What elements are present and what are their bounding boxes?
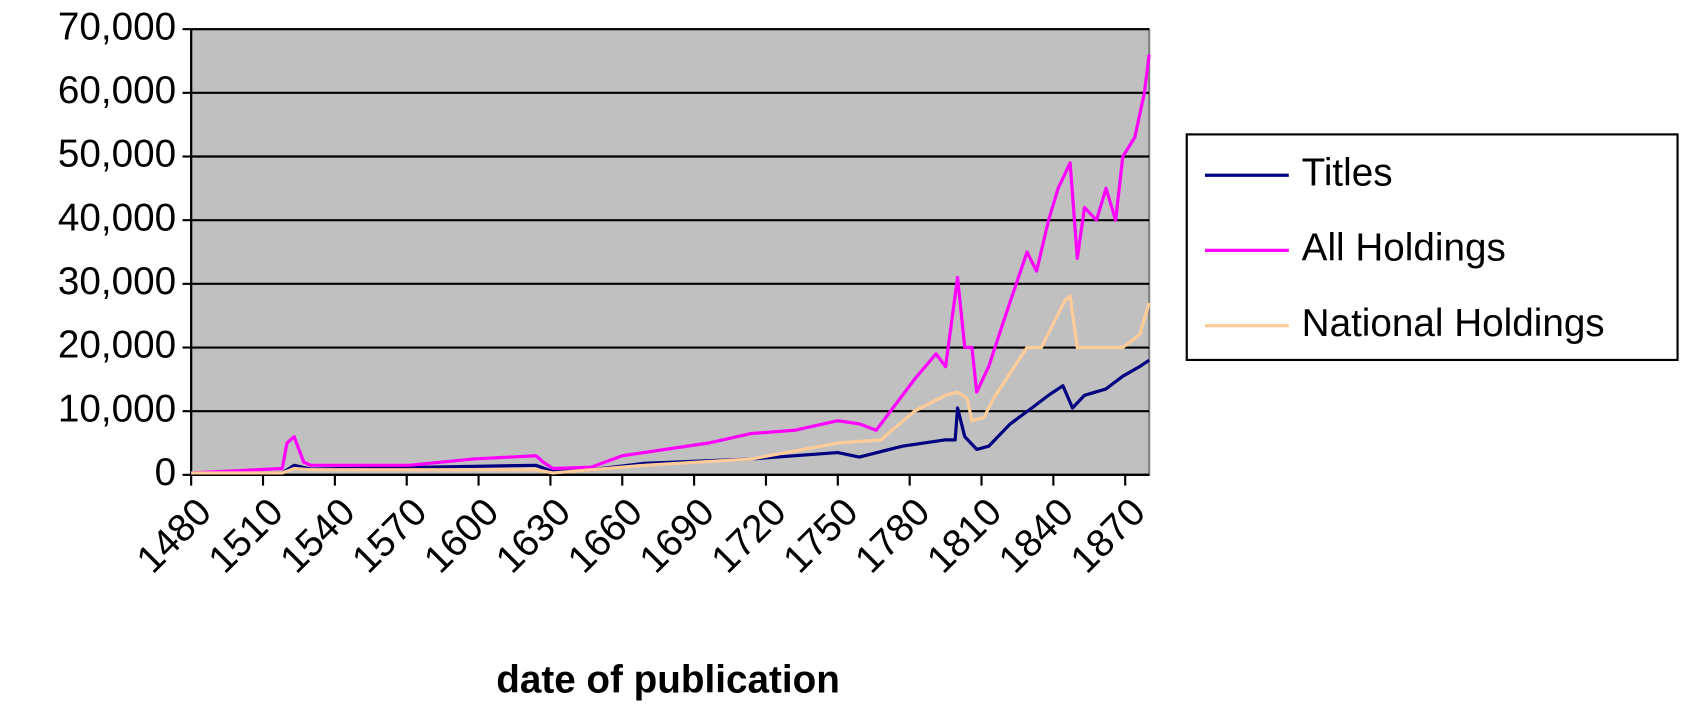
- legend-label: Titles: [1302, 151, 1393, 194]
- x-tick-label: 1750: [775, 490, 866, 581]
- x-tick-label: 1600: [416, 490, 507, 581]
- x-tick-label: 1780: [847, 490, 938, 581]
- y-tick-label: 10,000: [58, 387, 176, 430]
- x-tick-label: 1870: [1063, 490, 1154, 581]
- x-tick-label: 1840: [991, 490, 1082, 581]
- x-tick-label: 1570: [344, 490, 435, 581]
- x-tick-label: 1720: [703, 490, 794, 581]
- x-tick-label: 1630: [488, 490, 579, 581]
- x-tick-label: 1480: [129, 490, 220, 581]
- x-tick-label: 1540: [272, 490, 363, 581]
- y-tick-label: 70,000: [58, 5, 176, 48]
- x-tick-label: 1690: [632, 490, 723, 581]
- y-tick-label: 60,000: [58, 69, 176, 112]
- legend-label: National Holdings: [1302, 302, 1605, 345]
- y-tick-label: 20,000: [58, 324, 176, 367]
- y-tick-label: 40,000: [58, 196, 176, 239]
- legend-label: All Holdings: [1302, 227, 1506, 270]
- series-line: [191, 294, 1151, 475]
- series-line: [191, 358, 1151, 475]
- y-tick-label: 50,000: [58, 133, 176, 176]
- y-tick-label: 0: [155, 451, 177, 494]
- y-tick-label: 30,000: [58, 260, 176, 303]
- series-line: [191, 54, 1151, 475]
- x-tick-label: 1660: [560, 490, 651, 581]
- x-tick-label: 1510: [200, 490, 291, 581]
- legend: [1185, 133, 1679, 362]
- x-axis-title: date of publication: [496, 658, 840, 701]
- plot-area: [190, 28, 1151, 476]
- x-tick-label: 1810: [919, 490, 1010, 581]
